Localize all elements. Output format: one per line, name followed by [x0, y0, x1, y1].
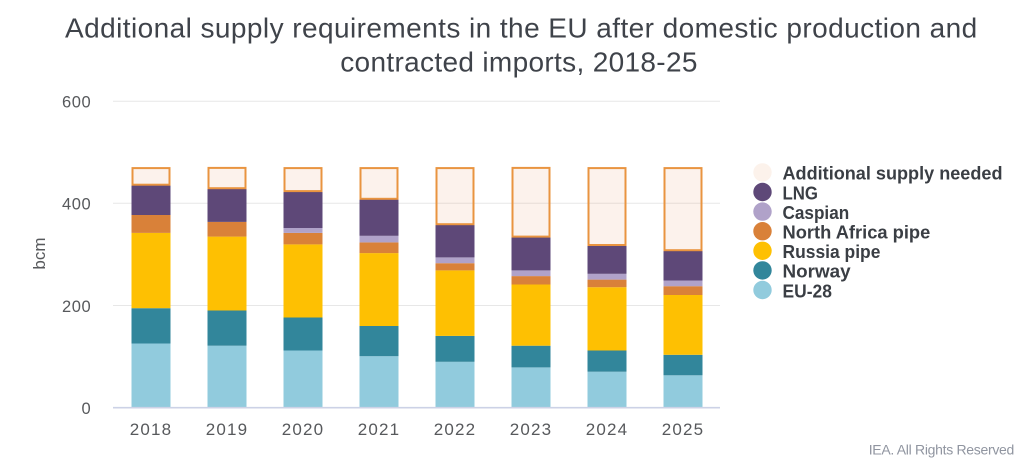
svg-text:Norway: Norway [783, 261, 852, 282]
svg-text:600: 600 [62, 94, 91, 112]
svg-text:contracted imports, 2018-25: contracted imports, 2018-25 [340, 46, 698, 77]
svg-text:North Africa pipe: North Africa pipe [783, 222, 931, 243]
svg-text:2022: 2022 [434, 420, 476, 439]
svg-text:2023: 2023 [510, 420, 552, 439]
svg-text:2018: 2018 [130, 420, 172, 439]
svg-text:bcm: bcm [30, 237, 49, 269]
svg-text:0: 0 [81, 400, 91, 418]
svg-text:IEA. All Rights Reserved: IEA. All Rights Reserved [869, 441, 1014, 457]
svg-text:2024: 2024 [586, 420, 628, 439]
svg-text:400: 400 [62, 196, 91, 214]
svg-text:Additional supply requirements: Additional supply requirements in the EU… [65, 13, 978, 44]
svg-text:2021: 2021 [358, 420, 400, 439]
svg-text:2019: 2019 [206, 420, 248, 439]
svg-text:Caspian: Caspian [783, 202, 850, 223]
svg-text:Additional supply needed: Additional supply needed [783, 163, 1003, 184]
svg-text:2020: 2020 [282, 420, 324, 439]
svg-text:2025: 2025 [662, 420, 704, 439]
svg-text:LNG: LNG [783, 182, 819, 203]
svg-text:EU-28: EU-28 [783, 280, 832, 301]
svg-text:200: 200 [62, 298, 91, 316]
svg-text:Russia pipe: Russia pipe [783, 241, 881, 262]
